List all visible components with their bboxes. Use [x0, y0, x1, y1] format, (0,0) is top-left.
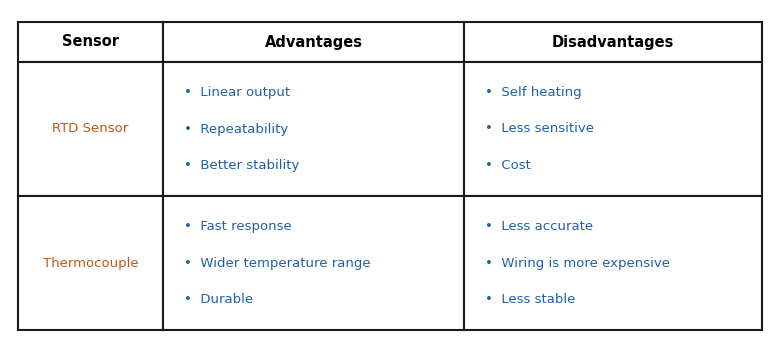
- Text: •  Better stability: • Better stability: [184, 159, 300, 172]
- Text: •  Cost: • Cost: [485, 159, 531, 172]
- Text: •  Durable: • Durable: [184, 293, 253, 306]
- Bar: [18, 62, 163, 196]
- Bar: [163, 196, 464, 330]
- Bar: [163, 22, 464, 62]
- Text: •  Wiring is more expensive: • Wiring is more expensive: [485, 256, 670, 269]
- Text: Advantages: Advantages: [265, 34, 363, 49]
- Text: •  Fast response: • Fast response: [184, 220, 292, 233]
- Text: •  Less stable: • Less stable: [485, 293, 576, 306]
- Text: Thermocouple: Thermocouple: [43, 256, 138, 269]
- Bar: [163, 62, 464, 196]
- Text: •  Wider temperature range: • Wider temperature range: [184, 256, 370, 269]
- Text: •  Linear output: • Linear output: [184, 86, 290, 99]
- Text: •  Repeatability: • Repeatability: [184, 122, 288, 136]
- Text: •  Less sensitive: • Less sensitive: [485, 122, 594, 136]
- Bar: [464, 196, 762, 330]
- Bar: [464, 22, 762, 62]
- Text: •  Less accurate: • Less accurate: [485, 220, 594, 233]
- Text: RTD Sensor: RTD Sensor: [52, 122, 128, 136]
- Text: Sensor: Sensor: [62, 34, 119, 49]
- Bar: [18, 22, 163, 62]
- Bar: [18, 196, 163, 330]
- Bar: [464, 62, 762, 196]
- Text: •  Self heating: • Self heating: [485, 86, 582, 99]
- Text: Disadvantages: Disadvantages: [552, 34, 675, 49]
